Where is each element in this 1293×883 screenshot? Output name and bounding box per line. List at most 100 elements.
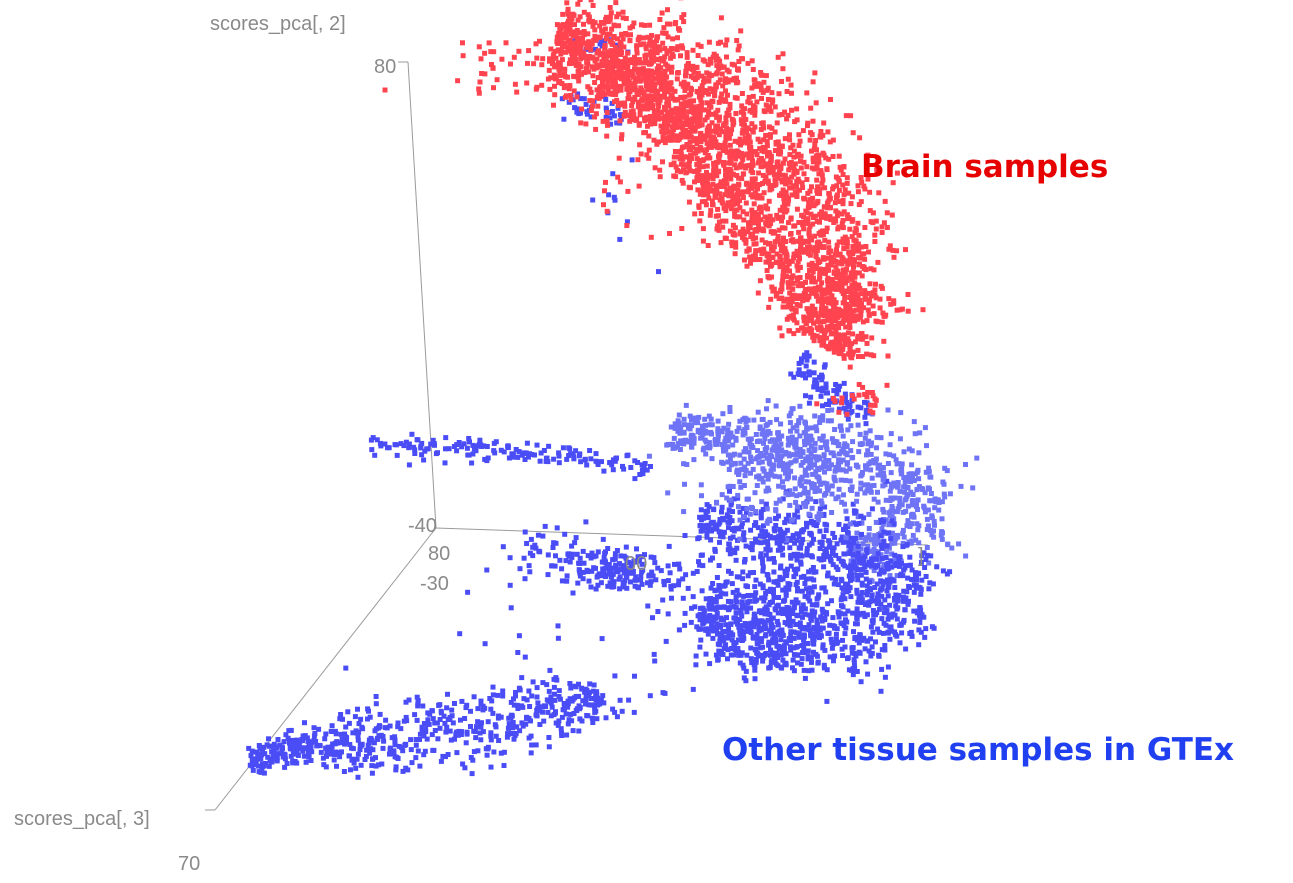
brain-sample-point (609, 26, 615, 32)
other-tissue-point (612, 197, 618, 203)
other-tissue-point (324, 749, 330, 755)
other-tissue-point (668, 583, 674, 589)
other-tissue-point (737, 452, 743, 458)
other-tissue-point (330, 741, 336, 747)
other-tissue-point (798, 661, 804, 667)
other-tissue-point (832, 624, 838, 630)
other-tissue-point (484, 567, 490, 573)
other-tissue-point (752, 594, 758, 600)
other-tissue-point (871, 541, 877, 546)
other-tissue-point (470, 442, 476, 448)
other-tissue-point (804, 357, 810, 363)
brain-sample-point (839, 261, 845, 267)
other-tissue-point (501, 749, 507, 755)
brain-sample-point (839, 211, 845, 217)
other-tissue-point (864, 488, 870, 494)
other-tissue-point (924, 552, 930, 558)
other-tissue-point (766, 639, 772, 645)
other-tissue-point (301, 753, 307, 759)
other-tissue-point (752, 676, 758, 682)
other-tissue-point (421, 457, 427, 463)
other-tissue-point (848, 594, 854, 600)
other-tissue-point (595, 701, 601, 707)
other-tissue-point (624, 560, 630, 566)
brain-sample-point (586, 69, 591, 75)
other-tissue-point (559, 566, 565, 572)
other-tissue-point (922, 565, 928, 570)
other-tissue-point (828, 450, 834, 456)
brain-sample-point (694, 88, 700, 94)
other-tissue-point (756, 460, 762, 466)
brain-sample-point (766, 255, 772, 261)
other-tissue-point (689, 605, 694, 611)
other-tissue-point (809, 540, 815, 546)
other-tissue-point (603, 574, 609, 579)
other-tissue-point (490, 710, 496, 716)
other-tissue-point (737, 617, 743, 622)
other-tissue-point (693, 415, 699, 421)
other-tissue-point (414, 694, 420, 700)
other-tissue-point (717, 529, 723, 535)
other-tissue-point (914, 521, 920, 527)
other-tissue-point (533, 545, 539, 551)
other-tissue-point (817, 546, 823, 551)
other-tissue-point (713, 652, 719, 658)
brain-sample-point (590, 98, 596, 104)
other-tissue-point (605, 583, 611, 589)
other-tissue-point (720, 652, 726, 657)
other-tissue-point (255, 756, 261, 762)
other-tissue-point (793, 571, 799, 577)
other-tissue-point (909, 462, 915, 468)
other-tissue-point (510, 725, 516, 730)
brain-sample-point (614, 51, 620, 57)
other-tissue-point (892, 629, 898, 635)
brain-sample-point (844, 244, 850, 250)
other-tissue-point (744, 517, 750, 523)
other-tissue-point (811, 584, 817, 590)
other-tissue-point (772, 535, 778, 541)
other-tissue-point (678, 438, 684, 444)
other-tissue-point (705, 445, 710, 450)
other-tissue-point (469, 771, 475, 777)
other-tissue-point (876, 652, 882, 658)
brain-sample-point (888, 301, 894, 307)
other-tissue-point (248, 753, 254, 759)
other-tissue-point (441, 713, 447, 719)
other-tissue-point (773, 523, 779, 528)
other-tissue-point (676, 582, 681, 588)
other-tissue-point (629, 157, 635, 163)
brain-sample-point (702, 107, 708, 113)
other-tissue-point (864, 638, 870, 644)
other-tissue-point (942, 494, 948, 500)
other-tissue-point (546, 744, 552, 750)
brain-sample-point (715, 40, 721, 46)
other-tissue-point (393, 764, 399, 770)
other-tissue-point (885, 461, 891, 466)
other-tissue-point (328, 747, 334, 752)
other-tissue-point (898, 410, 904, 416)
brain-sample-point (744, 129, 749, 135)
other-tissue-point (797, 620, 803, 626)
brain-sample-point (790, 239, 796, 245)
other-tissue-point (791, 668, 797, 674)
brain-sample-point (794, 320, 800, 326)
other-tissue-point (458, 717, 463, 723)
other-tissue-point (714, 499, 719, 505)
brain-sample-point (850, 130, 856, 136)
other-tissue-point (889, 518, 895, 524)
other-tissue-point (794, 508, 800, 514)
brain-sample-point (551, 102, 556, 108)
brain-sample-point (764, 268, 770, 273)
other-tissue-point (443, 729, 449, 735)
other-tissue-point (705, 514, 711, 520)
brain-sample-point (672, 88, 678, 94)
other-tissue-point (822, 492, 827, 498)
other-tissue-point (885, 584, 891, 590)
brain-sample-point (664, 50, 670, 56)
other-tissue-point (769, 650, 775, 656)
other-tissue-point (658, 568, 664, 574)
other-tissue-point (859, 531, 864, 537)
other-tissue-point (825, 570, 831, 576)
other-tissue-point (261, 744, 267, 750)
brain-sample-point (577, 0, 583, 2)
